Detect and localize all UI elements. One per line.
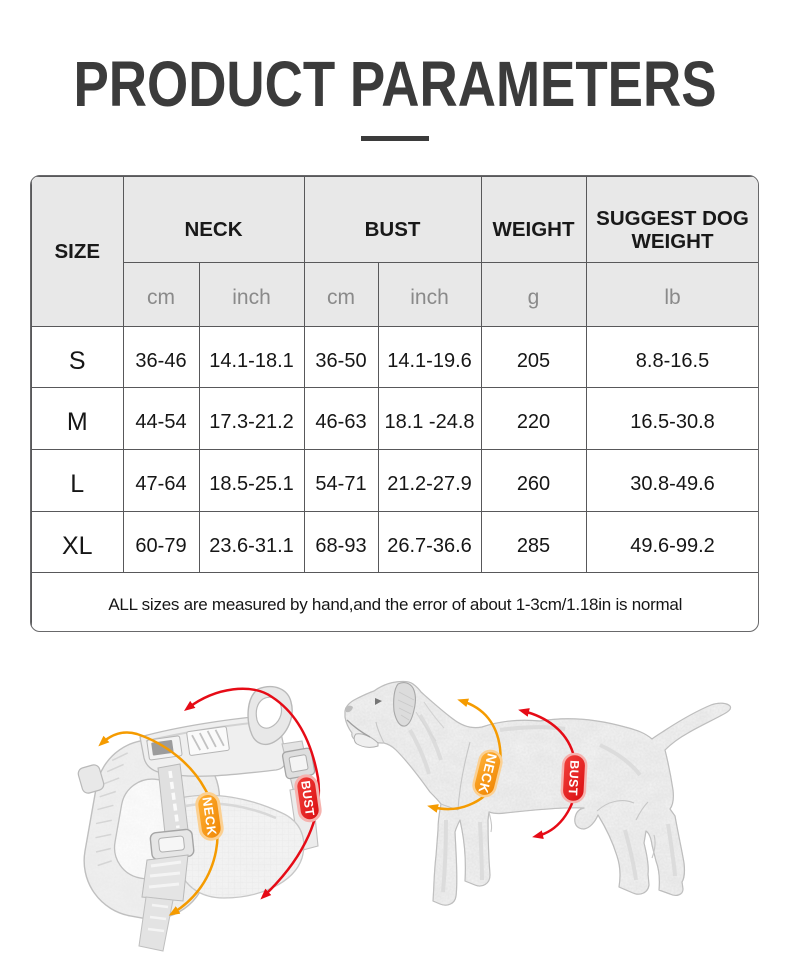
svg-text:NECK: NECK <box>199 796 219 837</box>
svg-text:BUST: BUST <box>566 760 582 796</box>
svg-text:BUST: BUST <box>298 780 317 817</box>
